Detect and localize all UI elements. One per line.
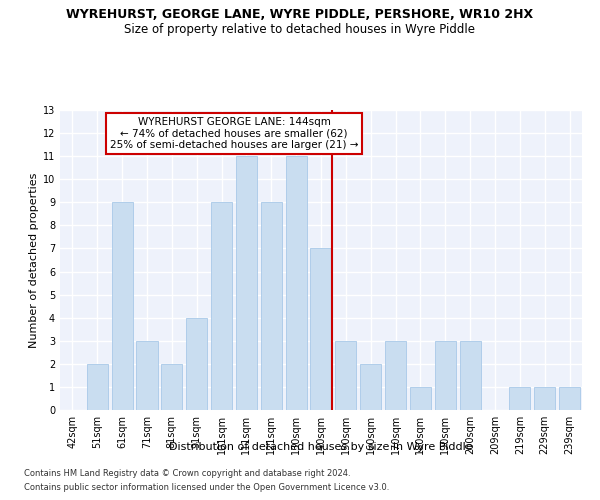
Y-axis label: Number of detached properties: Number of detached properties	[29, 172, 38, 348]
Text: WYREHURST GEORGE LANE: 144sqm
← 74% of detached houses are smaller (62)
25% of s: WYREHURST GEORGE LANE: 144sqm ← 74% of d…	[110, 117, 358, 150]
Bar	[559, 387, 580, 410]
Text: Contains public sector information licensed under the Open Government Licence v3: Contains public sector information licen…	[24, 484, 389, 492]
Bar	[261, 202, 282, 410]
Bar	[509, 387, 530, 410]
Bar	[534, 387, 555, 410]
Bar	[87, 364, 108, 410]
Bar	[335, 341, 356, 410]
Text: Size of property relative to detached houses in Wyre Piddle: Size of property relative to detached ho…	[125, 22, 476, 36]
Bar	[385, 341, 406, 410]
Bar	[410, 387, 431, 410]
Bar	[211, 202, 232, 410]
Bar	[186, 318, 207, 410]
Bar	[112, 202, 133, 410]
Bar	[136, 341, 158, 410]
Text: WYREHURST, GEORGE LANE, WYRE PIDDLE, PERSHORE, WR10 2HX: WYREHURST, GEORGE LANE, WYRE PIDDLE, PER…	[67, 8, 533, 20]
Text: Contains HM Land Registry data © Crown copyright and database right 2024.: Contains HM Land Registry data © Crown c…	[24, 468, 350, 477]
Bar	[460, 341, 481, 410]
Bar	[236, 156, 257, 410]
Text: Distribution of detached houses by size in Wyre Piddle: Distribution of detached houses by size …	[169, 442, 473, 452]
Bar	[435, 341, 456, 410]
Bar	[161, 364, 182, 410]
Bar	[286, 156, 307, 410]
Bar	[360, 364, 381, 410]
Bar	[310, 248, 332, 410]
